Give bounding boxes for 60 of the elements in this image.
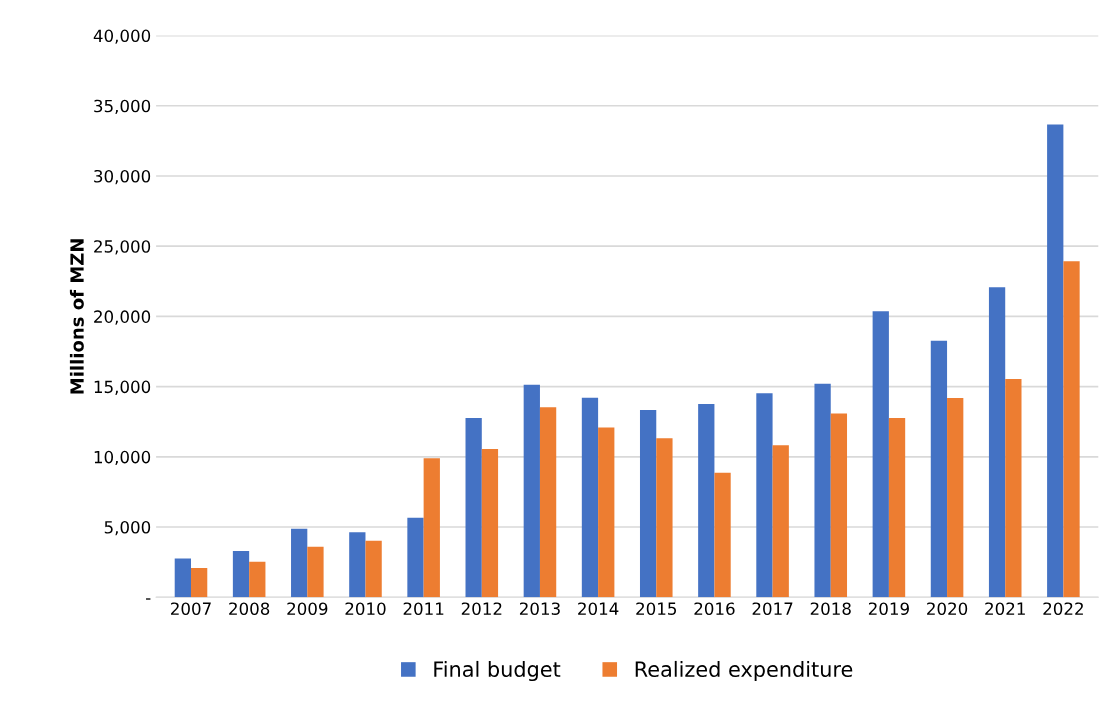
bar <box>656 438 673 598</box>
x-tick-label: 2015 <box>636 602 677 615</box>
y-tick-label: 35,000 <box>94 99 151 115</box>
bar <box>307 546 324 598</box>
bar <box>523 384 540 598</box>
legend-label: Realized expenditure <box>635 660 853 682</box>
x-tick-label: 2019 <box>868 602 909 615</box>
bar <box>756 393 773 598</box>
bar <box>481 449 499 598</box>
bar <box>1063 261 1080 598</box>
bar <box>888 418 906 598</box>
bar <box>1047 124 1064 598</box>
y-tick-label: 10,000 <box>94 450 151 466</box>
bar <box>291 528 308 598</box>
x-tick-label: 2012 <box>461 602 502 615</box>
bar <box>714 472 731 598</box>
x-tick-label: 2022 <box>1043 602 1083 615</box>
bar <box>407 517 424 598</box>
bar <box>830 413 848 598</box>
x-tick-label: 2010 <box>345 602 386 615</box>
y-tick-label: 40,000 <box>93 29 151 44</box>
x-tick-label: 2016 <box>694 602 735 615</box>
y-tick-label: 25,000 <box>94 240 151 255</box>
bar <box>639 409 657 598</box>
bar <box>465 418 482 598</box>
x-tick-label: 2017 <box>752 602 793 615</box>
bar <box>174 558 191 598</box>
x-tick-label: 2021 <box>985 602 1025 615</box>
y-tick-label: 5,000 <box>104 520 151 536</box>
legend-label: Final budget <box>434 660 561 682</box>
x-tick-label: 2009 <box>287 602 328 615</box>
x-tick-label: 2013 <box>519 602 560 615</box>
bar <box>947 398 964 598</box>
y-axis-title: Millions of MZN <box>69 239 84 394</box>
x-tick-label: 2007 <box>171 602 211 615</box>
y-tick-label: 15,000 <box>94 380 151 395</box>
bar <box>698 404 715 598</box>
bar <box>988 287 1006 598</box>
y-tick-label: - <box>146 598 151 600</box>
x-tick-label: 2011 <box>403 602 444 615</box>
bar <box>581 397 599 598</box>
bar <box>423 458 440 598</box>
x-tick-label: 2008 <box>229 602 270 615</box>
bar <box>814 383 831 598</box>
bar <box>249 561 266 598</box>
bar <box>349 532 366 598</box>
bar <box>930 340 948 598</box>
x-tick-label: 2018 <box>810 602 851 615</box>
bar <box>1005 378 1022 598</box>
x-tick-label: 2014 <box>578 602 619 615</box>
bar <box>365 540 382 598</box>
y-tick-label: 30,000 <box>94 169 151 185</box>
y-tick-label: 20,000 <box>94 310 151 325</box>
x-tick-label: 2020 <box>927 602 968 615</box>
bar <box>598 427 615 598</box>
bar <box>539 407 557 598</box>
bar <box>772 445 789 598</box>
bar <box>191 568 208 598</box>
bar <box>232 551 250 598</box>
bar <box>872 311 889 598</box>
